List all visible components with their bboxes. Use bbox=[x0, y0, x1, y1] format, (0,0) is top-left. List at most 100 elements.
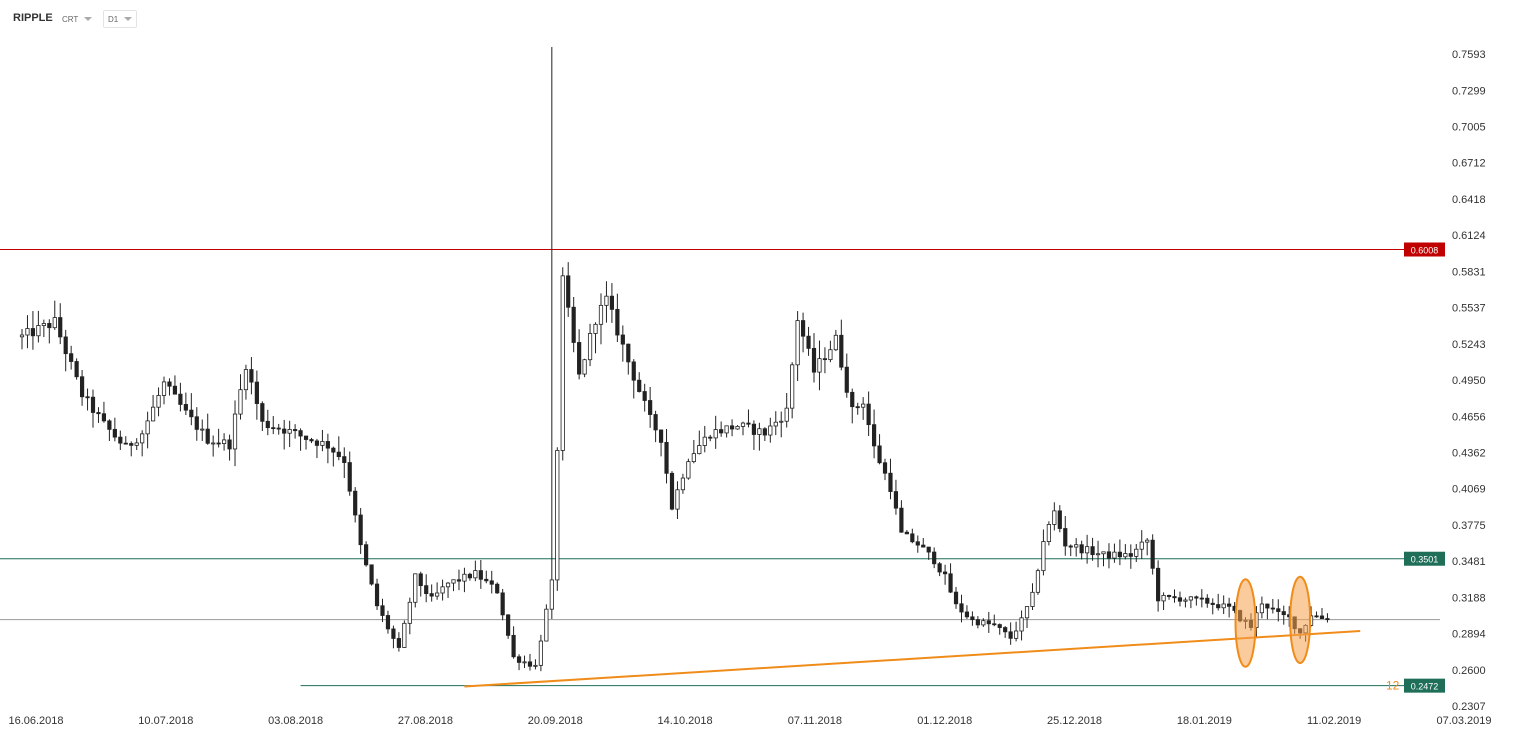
candle bbox=[440, 579, 445, 601]
trend-label: 12 bbox=[1386, 679, 1400, 693]
candle bbox=[369, 564, 374, 586]
candle bbox=[533, 659, 538, 670]
candle-body bbox=[833, 334, 838, 351]
candle bbox=[899, 500, 904, 533]
candle-body bbox=[293, 429, 298, 432]
candle-body bbox=[451, 579, 456, 584]
candle bbox=[1057, 505, 1062, 533]
candle bbox=[686, 458, 691, 480]
candle bbox=[735, 425, 740, 430]
candle-body bbox=[719, 429, 724, 434]
candle-body bbox=[254, 381, 259, 404]
candle bbox=[1265, 603, 1270, 620]
candle-body bbox=[298, 430, 303, 437]
candle bbox=[1145, 537, 1150, 556]
candle bbox=[970, 611, 975, 626]
candle bbox=[183, 392, 188, 416]
candle bbox=[658, 429, 664, 457]
candle-body bbox=[216, 442, 221, 445]
candle bbox=[653, 410, 658, 443]
candle bbox=[904, 530, 909, 535]
candle-body bbox=[560, 275, 565, 451]
candle bbox=[238, 374, 243, 420]
y-tick-label: 0.5537 bbox=[1452, 303, 1486, 315]
price-level-tag-label: 0.2472 bbox=[1411, 682, 1439, 692]
candle-body bbox=[757, 428, 762, 435]
candle bbox=[1161, 592, 1166, 611]
candle bbox=[1014, 621, 1019, 642]
y-tick-label: 0.7593 bbox=[1452, 49, 1486, 61]
candle bbox=[101, 401, 107, 423]
x-tick-label: 27.08.2018 bbox=[398, 715, 453, 727]
candle-body bbox=[538, 640, 543, 666]
candle bbox=[396, 632, 401, 652]
candle bbox=[134, 438, 139, 451]
candle-body bbox=[407, 601, 412, 624]
candle-body bbox=[970, 616, 975, 621]
candle-body bbox=[533, 664, 538, 667]
candle bbox=[1270, 598, 1275, 614]
candle bbox=[211, 435, 216, 457]
candle bbox=[69, 345, 74, 370]
candle-body bbox=[669, 472, 675, 510]
candle bbox=[795, 311, 800, 382]
candle bbox=[1134, 544, 1139, 563]
candle bbox=[1095, 540, 1101, 568]
candle-body bbox=[882, 462, 888, 474]
candle bbox=[140, 430, 145, 457]
candle-body bbox=[675, 489, 680, 510]
candle-body bbox=[975, 619, 980, 626]
candle-body bbox=[25, 328, 30, 336]
y-tick-label: 0.6124 bbox=[1452, 230, 1486, 242]
x-tick-label: 25.12.2018 bbox=[1047, 715, 1102, 727]
candle-body bbox=[708, 436, 713, 439]
candle-body bbox=[369, 564, 374, 585]
chevron-down-icon bbox=[84, 17, 93, 21]
candle-body bbox=[1188, 596, 1193, 601]
candle-body bbox=[63, 336, 68, 355]
candle bbox=[1041, 529, 1046, 576]
candle bbox=[402, 620, 407, 648]
candle bbox=[527, 653, 533, 671]
candle bbox=[445, 582, 451, 598]
source-dropdown[interactable]: CRT bbox=[57, 10, 98, 28]
candle-body bbox=[320, 441, 325, 446]
interval-dropdown[interactable]: D1 bbox=[103, 10, 138, 28]
candle bbox=[1314, 611, 1319, 618]
candle-body bbox=[118, 436, 123, 444]
chevron-down-icon bbox=[124, 17, 133, 21]
candle-body bbox=[1035, 570, 1041, 593]
candle bbox=[172, 375, 178, 395]
candle-body bbox=[1199, 597, 1204, 600]
candle-body bbox=[150, 406, 156, 422]
candle bbox=[380, 598, 385, 622]
candle bbox=[1052, 502, 1057, 531]
candle bbox=[19, 329, 25, 350]
candle bbox=[167, 378, 172, 396]
candle bbox=[205, 413, 210, 445]
candle-body bbox=[222, 439, 227, 444]
candle bbox=[1216, 593, 1221, 611]
candle-body bbox=[811, 347, 817, 373]
candle-body bbox=[364, 544, 369, 566]
candle-body bbox=[1008, 631, 1013, 639]
candle bbox=[271, 416, 276, 435]
candle-body bbox=[232, 413, 238, 450]
candle-body bbox=[276, 427, 281, 430]
candle bbox=[1205, 594, 1210, 608]
candle-body bbox=[1145, 539, 1150, 543]
candle bbox=[451, 579, 456, 592]
candle-body bbox=[855, 406, 860, 409]
candle-body bbox=[260, 403, 265, 422]
candle bbox=[932, 547, 937, 569]
y-tick-label: 0.2307 bbox=[1452, 701, 1486, 713]
candle-body bbox=[495, 583, 500, 594]
candle bbox=[161, 376, 167, 405]
candle bbox=[418, 571, 423, 597]
candle bbox=[1139, 530, 1144, 560]
candle bbox=[648, 387, 653, 428]
candle-body bbox=[582, 359, 587, 375]
candle-body bbox=[36, 325, 41, 337]
candle-body bbox=[839, 334, 844, 368]
